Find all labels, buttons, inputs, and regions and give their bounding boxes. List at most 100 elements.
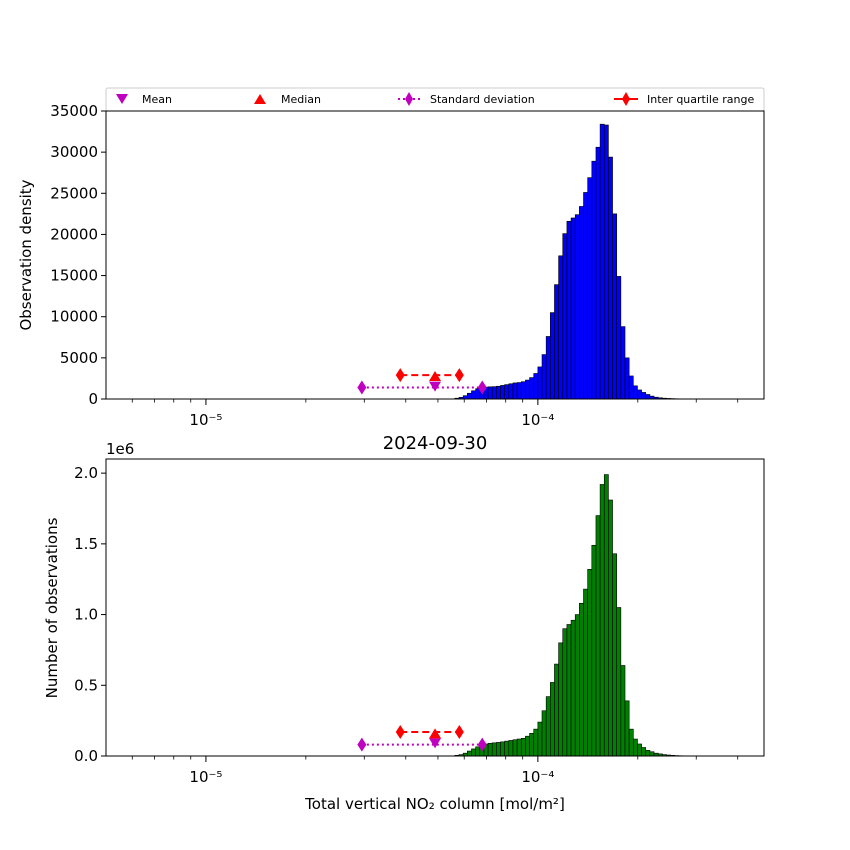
mean-marker xyxy=(429,381,442,392)
histogram-bar xyxy=(541,354,547,400)
histogram-bar xyxy=(628,375,634,400)
histogram-bar xyxy=(599,484,605,757)
histogram-bar xyxy=(491,386,497,400)
histogram-bar xyxy=(583,588,588,757)
histogram-bar xyxy=(491,742,497,757)
histogram-bar xyxy=(599,123,605,400)
histogram-bar xyxy=(608,499,613,757)
histogram-bar xyxy=(603,124,609,400)
histogram-bar xyxy=(525,379,530,400)
histogram-bar xyxy=(545,336,551,400)
histogram-bar xyxy=(516,738,522,757)
bottom-y-axis-label: Number of observations xyxy=(43,517,61,698)
plot-frame xyxy=(105,458,765,757)
diamond-icon xyxy=(622,92,630,106)
bottom-histogram-markers xyxy=(357,724,487,752)
histogram-bar xyxy=(624,700,630,757)
histogram-bar xyxy=(496,742,501,757)
histogram-bar xyxy=(533,373,539,400)
y-tick-label: 15000 xyxy=(50,267,98,285)
iqr-low-marker xyxy=(395,368,405,383)
histogram-bar xyxy=(516,382,522,400)
histogram-bar xyxy=(637,389,642,400)
histogram-bar xyxy=(504,740,510,757)
histogram-bar xyxy=(512,382,518,400)
histogram-bar xyxy=(520,738,526,757)
histogram-bar xyxy=(550,312,555,400)
bottom-histogram: 2024-09-30 1e6 0.0 0.5 1.0 1.5 2.0 10⁻⁵ 10⁻⁴ N… xyxy=(43,433,765,813)
y-tick-label: 0 xyxy=(88,390,98,408)
y-tick-label: 5000 xyxy=(60,349,98,367)
legend-label-std: Standard deviation xyxy=(430,93,535,106)
histogram-bar xyxy=(612,553,617,757)
x-tick-label: 10⁻⁴ xyxy=(521,768,554,786)
histogram-bar xyxy=(603,474,609,757)
legend-label-median: Median xyxy=(281,93,321,106)
histogram-bar xyxy=(541,710,547,757)
histogram-bar xyxy=(574,214,580,400)
histogram-bar xyxy=(508,740,514,757)
histogram-bar xyxy=(641,747,647,757)
histogram-bar xyxy=(471,390,476,400)
bottom-histogram-axes: 0.0 0.5 1.0 1.5 2.0 10⁻⁵ 10⁻⁴ xyxy=(74,458,765,786)
median-marker xyxy=(429,370,442,381)
histogram-bar xyxy=(574,614,580,757)
histogram-bar xyxy=(570,217,576,400)
histogram-bar xyxy=(587,177,593,400)
histogram-bar xyxy=(508,383,514,400)
y-tick-label: 0.0 xyxy=(74,747,98,765)
histogram-bar xyxy=(487,742,493,757)
histogram-bar xyxy=(616,607,622,757)
y-tick-label: 1.5 xyxy=(74,535,98,553)
histogram-bar xyxy=(475,388,481,400)
histogram-bar xyxy=(529,377,535,400)
legend-item-median: Median xyxy=(254,93,321,106)
histogram-bar xyxy=(558,642,564,757)
legend-item-iqr: Inter quartile range xyxy=(614,92,754,106)
histogram-bar xyxy=(624,357,630,400)
histogram-bar xyxy=(612,213,617,400)
histogram-bar xyxy=(496,385,501,400)
std-high-marker xyxy=(477,380,487,395)
diamond-icon xyxy=(405,92,413,106)
std-low-marker xyxy=(357,380,367,395)
histogram-bar xyxy=(595,515,601,757)
median-marker xyxy=(429,728,442,739)
histogram-bar xyxy=(500,385,505,400)
histogram-bar xyxy=(591,544,597,757)
plot-frame xyxy=(105,110,765,400)
histogram-bar xyxy=(504,384,510,400)
legend: Mean Median Standard deviation Inter qua… xyxy=(105,87,765,112)
histogram-bar xyxy=(579,206,584,400)
histogram-bar xyxy=(570,619,576,757)
histogram-bar xyxy=(467,392,472,400)
histogram-bar xyxy=(620,326,626,400)
histogram-bar xyxy=(649,751,655,757)
histogram-bar xyxy=(632,385,638,400)
std-low-marker xyxy=(357,737,367,752)
legend-label-mean: Mean xyxy=(142,93,172,106)
histogram-bar xyxy=(467,750,472,757)
histogram-bar xyxy=(645,394,651,400)
y-tick-label: 20000 xyxy=(50,225,98,243)
histogram-bar xyxy=(566,624,572,757)
top-histogram-axes: 0 5000 10000 15000 20000 25000 30000 35000 10⁻⁵ 1… xyxy=(50,102,765,429)
histogram-bar xyxy=(583,192,588,400)
histogram-bar xyxy=(587,569,593,757)
histogram-bar xyxy=(512,739,518,757)
triangle-down-icon xyxy=(116,94,128,104)
histogram-bar xyxy=(558,255,564,400)
bottom-chart-title: 2024-09-30 xyxy=(383,433,488,454)
legend-label-iqr: Inter quartile range xyxy=(647,93,754,106)
y-tick-label: 10000 xyxy=(50,308,98,326)
y-tick-label: 2.0 xyxy=(74,464,98,482)
y-tick-label: 25000 xyxy=(50,184,98,202)
histogram-bar xyxy=(595,146,601,400)
histogram-bar xyxy=(550,682,555,757)
histogram-bar xyxy=(475,746,481,757)
histogram-bar xyxy=(616,276,622,400)
histogram-bar xyxy=(525,735,530,757)
x-tick-label: 10⁻⁵ xyxy=(189,411,222,429)
